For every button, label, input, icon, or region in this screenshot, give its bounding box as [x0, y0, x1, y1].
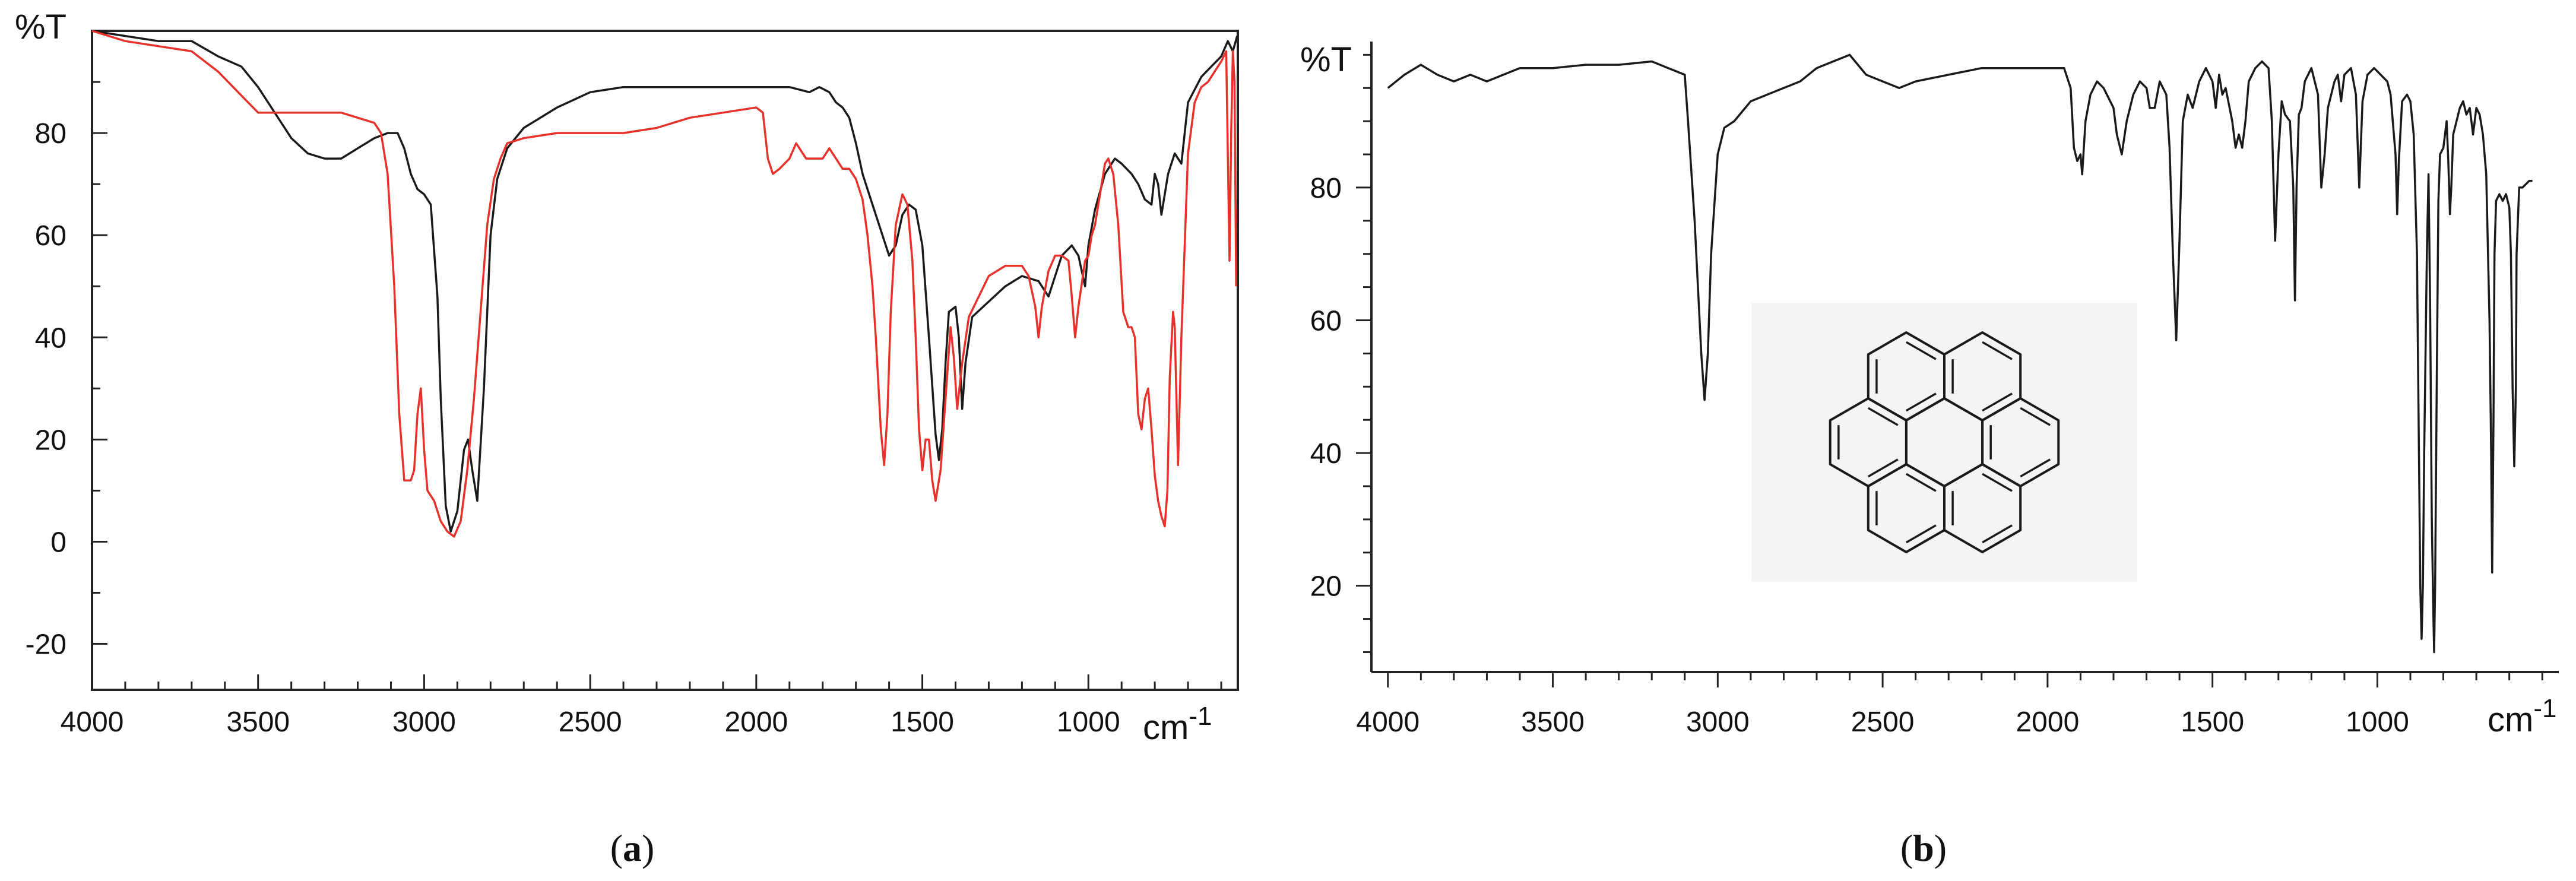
- y-tick-label: 0: [50, 527, 66, 558]
- coronene-double-bond: [1982, 341, 2013, 360]
- series-group-a: [91, 30, 1238, 538]
- coronene-double-bond: [1906, 341, 1937, 360]
- panel-label-b: (b): [1900, 827, 1947, 869]
- coronene-structure-image: [1751, 303, 2137, 582]
- spectrum-line-primary: [91, 30, 1238, 533]
- x-tick-label: 2000: [724, 706, 788, 738]
- coronene-rings: [1829, 331, 2060, 553]
- x-tick-label: 4000: [61, 706, 124, 738]
- spectrum-line-primary: [1387, 53, 2533, 654]
- chart-panel-a: 80 60 40 20 0 -20 4000 3500 3000 2500 2000 1500 100…: [15, 8, 1239, 869]
- y-axis-title-b: %T: [1300, 40, 1352, 79]
- x-axis-unit-b: cm-1: [2488, 694, 2556, 739]
- x-axis-unit-a: cm-1: [1143, 702, 1212, 747]
- x-tick-label: 2500: [1851, 706, 1915, 738]
- coronene-outer-ring: [1943, 463, 2022, 553]
- coronene-double-bond: [1867, 407, 1899, 426]
- y-tick-label: 40: [35, 322, 66, 354]
- coronene-double-bond: [2020, 458, 2051, 478]
- y-ticks-a: 80 60 40 20 0 -20: [26, 30, 107, 661]
- x-tick-label: 3000: [392, 706, 456, 738]
- y-tick-label: 40: [1310, 438, 1342, 470]
- y-tick-label: 60: [1310, 306, 1342, 337]
- inset-background: [1751, 303, 2137, 582]
- spectrum-line-secondary: [91, 30, 1237, 538]
- coronene-double-bond: [1906, 392, 1937, 412]
- x-ticks-a: 4000 3500 3000 2500 2000 1500 1000: [61, 674, 1222, 738]
- y-tick-label: 80: [1310, 173, 1342, 204]
- y-ticks-b: 80 60 40 20: [1310, 53, 1371, 653]
- chart-panel-b: 80 60 40 20 4000 3500 3000 2500 2000 1500 1000 %T…: [1300, 40, 2559, 869]
- coronene-double-bond: [1867, 458, 1899, 478]
- coronene-double-bond: [1906, 473, 1937, 492]
- x-tick-label: 1500: [2181, 706, 2244, 738]
- y-tick-label: -20: [26, 629, 66, 661]
- x-tick-label: 1000: [2346, 706, 2409, 738]
- y-tick-label: 20: [35, 424, 66, 456]
- x-axis-unit-superscript-a: -1: [1189, 702, 1212, 731]
- x-ticks-b: 4000 3500 3000 2500 2000 1500 1000: [1356, 672, 2543, 738]
- coronene-outer-ring: [1943, 331, 2022, 422]
- x-tick-label: 2500: [559, 706, 622, 738]
- y-tick-label: 20: [1310, 571, 1342, 603]
- series-group-b: [1387, 53, 2533, 654]
- x-tick-label: 3500: [1521, 706, 1585, 738]
- y-tick-label: 80: [35, 118, 66, 150]
- coronene-double-bond: [2020, 407, 2051, 426]
- coronene-double-bond: [1982, 524, 2013, 544]
- x-tick-label: 2000: [2016, 706, 2079, 738]
- coronene-double-bond: [1982, 392, 2013, 412]
- y-axis-title-a: %T: [15, 8, 66, 46]
- coronene-double-bond: [1982, 473, 2013, 492]
- x-tick-label: 1500: [891, 706, 954, 738]
- coronene-double-bond: [1906, 524, 1937, 544]
- panel-label-a: (a): [610, 827, 655, 869]
- x-axis-unit-superscript-b: -1: [2533, 694, 2556, 723]
- x-tick-label: 3000: [1686, 706, 1750, 738]
- x-tick-label: 4000: [1356, 706, 1420, 738]
- plot-frame-a: [91, 30, 1239, 691]
- x-tick-label: 1000: [1057, 706, 1120, 738]
- x-tick-label: 3500: [226, 706, 290, 738]
- y-tick-label: 60: [35, 220, 66, 252]
